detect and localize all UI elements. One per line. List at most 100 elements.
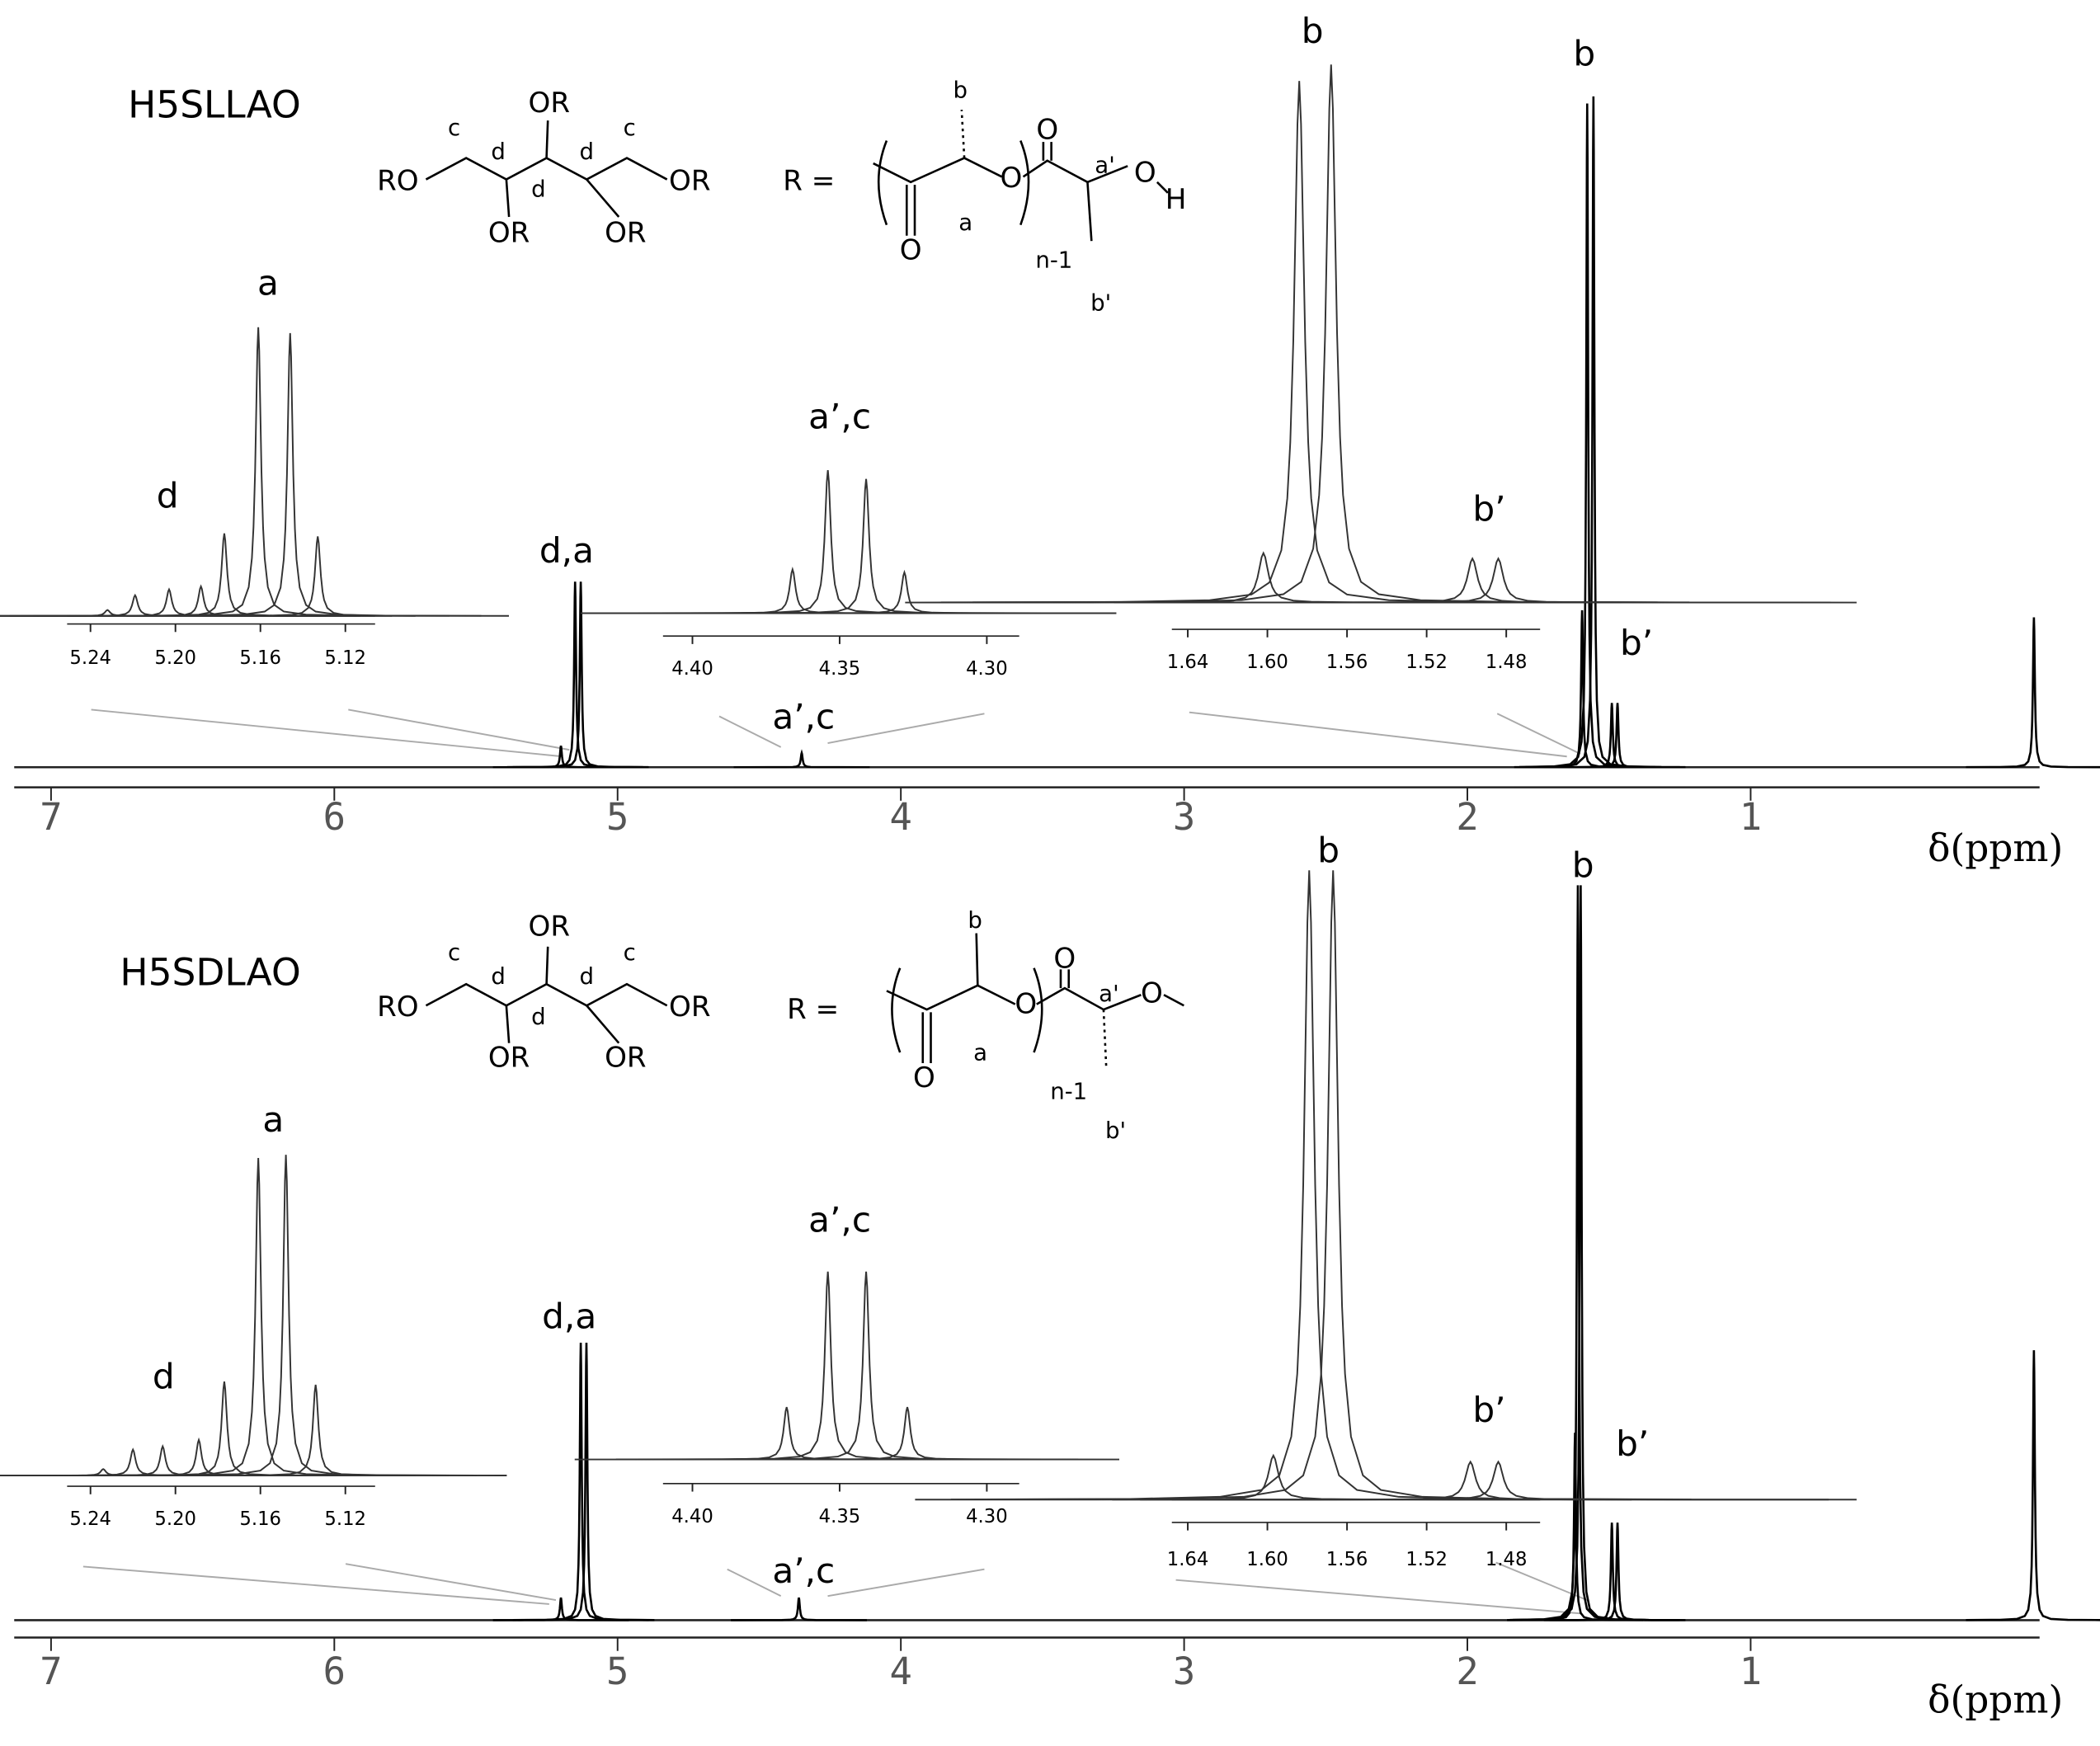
x-tick-label: 1.60 (1246, 1549, 1288, 1570)
peak (940, 81, 1658, 604)
structure-label: d (531, 1003, 546, 1030)
structure-label: a' (1095, 151, 1114, 178)
x-tick-label: 1.64 (1167, 652, 1209, 673)
panel-title: H5SLLAO (128, 82, 301, 126)
x-tick-label: 5.12 (324, 647, 366, 669)
structure-label: O (1134, 157, 1156, 190)
structure-bottom (425, 933, 1184, 1067)
structure-label: a (973, 1039, 987, 1066)
x-tick-label: 5.24 (69, 1508, 111, 1530)
structure-label: b' (1090, 289, 1111, 317)
panel-title: H5SDLAO (120, 950, 300, 994)
x-tick-label: 5.24 (69, 647, 111, 669)
peak-label: a’,c (772, 1551, 835, 1591)
peak (950, 870, 1668, 1501)
structure-label: RO (377, 164, 419, 197)
x-tick-label: 2 (1456, 795, 1478, 839)
x-axis-label: δ(ppm) (1928, 1678, 2063, 1722)
x-tick-label: 5.16 (239, 1508, 281, 1530)
peak (615, 470, 1040, 614)
peak (94, 1155, 478, 1476)
x-tick-label: 5.12 (324, 1508, 366, 1530)
structure-top (425, 110, 1169, 242)
structure-label: O (1015, 988, 1037, 1021)
structure-label: R = (783, 164, 835, 197)
x-tick-label: 1.60 (1246, 652, 1288, 673)
structure-label: a (958, 209, 972, 236)
peak (574, 1406, 999, 1461)
x-tick-label: 5 (606, 795, 629, 839)
x-tick-label: 4.40 (671, 658, 713, 680)
x-tick-label: 1 (1740, 795, 1762, 839)
peak (654, 478, 1079, 614)
structure-label: O (900, 234, 922, 267)
peak (692, 569, 1117, 614)
x-tick-label: 4.35 (819, 1506, 861, 1527)
peak (7, 1437, 390, 1477)
x-tick-label: 3 (1173, 795, 1195, 839)
peak-label: b (1572, 845, 1594, 886)
structure-label: d (580, 138, 595, 165)
x-tick-label: 1.56 (1326, 1549, 1368, 1570)
structure-label: O (1001, 162, 1023, 195)
structure-label: n-1 (1035, 247, 1072, 274)
x-tick-label: 5.16 (239, 647, 281, 669)
peak-label: a (257, 262, 279, 303)
peak (1549, 703, 1686, 769)
peak-label: b (1302, 11, 1324, 51)
peak (972, 64, 1690, 604)
peak (512, 1342, 649, 1621)
structure-label: RO (377, 991, 419, 1024)
peak-label: b’ (1616, 1424, 1649, 1464)
x-tick-label: 1 (1740, 1650, 1762, 1693)
peak-label: d,a (539, 530, 594, 571)
structure-label: OR (488, 217, 530, 250)
structure-label: d (580, 962, 595, 990)
peak (974, 870, 1692, 1501)
peak (9, 584, 393, 617)
peak (512, 581, 649, 769)
peak (915, 1453, 1632, 1501)
peak (654, 1271, 1079, 1461)
peak-label: b’ (1472, 1390, 1505, 1430)
structure-label: OR (669, 991, 711, 1024)
x-tick-label: 3 (1173, 1650, 1195, 1693)
peak (1112, 1460, 1829, 1501)
peak (1512, 885, 1649, 1621)
x-tick-label: 4.30 (966, 658, 1008, 680)
x-tick-label: 1.64 (1167, 1549, 1209, 1570)
structure-label: b' (1105, 1117, 1126, 1144)
peak-label: a (262, 1099, 284, 1140)
peak-label: d (153, 1357, 175, 1397)
peak (695, 1406, 1119, 1461)
peak (1514, 609, 1650, 769)
structure-label: O (1053, 943, 1076, 976)
peak (1140, 557, 1857, 604)
peak (1114, 557, 1831, 604)
x-tick-label: 2 (1456, 1650, 1478, 1693)
peak (731, 1597, 867, 1621)
peak (1966, 1350, 2100, 1621)
peak-label: a’,c (808, 1200, 871, 1240)
x-tick-label: 4.35 (819, 658, 861, 680)
peak (0, 1447, 324, 1477)
x-tick-label: 1.52 (1405, 1549, 1448, 1570)
x-tick-label: 5.20 (154, 1508, 196, 1530)
x-tick-label: 7 (40, 1650, 62, 1693)
peak (33, 1381, 416, 1477)
structure-label: n-1 (1050, 1078, 1087, 1105)
structure-label: OR (605, 1042, 647, 1075)
peak-label: d (157, 475, 179, 515)
structure-label: OR (488, 1042, 530, 1075)
x-tick-label: 5 (606, 1650, 629, 1693)
x-tick-label: 1.48 (1486, 1549, 1528, 1570)
peak (506, 581, 643, 769)
peak (1549, 1522, 1686, 1621)
structure-label: a' (1099, 980, 1118, 1007)
structure-label: d (491, 138, 506, 165)
peak-label: b’ (1472, 489, 1505, 529)
leader-lines (82, 708, 1588, 1615)
x-tick-label: 4.40 (671, 1506, 713, 1527)
structure-label: H (1165, 183, 1187, 216)
